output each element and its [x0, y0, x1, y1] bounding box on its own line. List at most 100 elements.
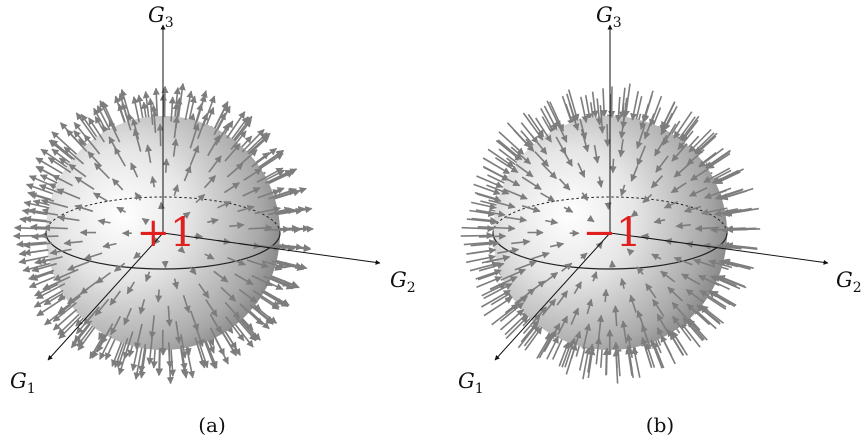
field-arrow	[177, 245, 186, 254]
field-arrow	[220, 286, 237, 302]
field-arrow	[273, 189, 301, 200]
field-arrow	[35, 282, 66, 300]
field-arrow	[204, 252, 215, 260]
field-arrow	[52, 309, 78, 331]
field-arrow	[251, 147, 277, 168]
field-arrow	[172, 115, 180, 139]
field-arrow	[695, 135, 717, 155]
field-arrow	[68, 163, 87, 178]
field-arrow	[520, 320, 540, 343]
field-arrow	[630, 209, 639, 218]
field-arrow	[688, 187, 708, 197]
field-arrow	[723, 242, 758, 250]
field-arrow	[600, 88, 608, 118]
field-arrow	[165, 305, 173, 327]
field-arrow	[694, 132, 718, 155]
field-arrow	[656, 327, 672, 356]
field-arrow	[469, 209, 496, 218]
field-arrow	[686, 319, 705, 341]
panel-b: G3 G2 G1 −1 (b)	[458, 3, 862, 437]
field-arrow	[49, 248, 72, 256]
field-arrow	[710, 275, 741, 290]
field-arrow	[203, 175, 217, 189]
field-arrow	[36, 166, 62, 181]
field-arrow	[207, 217, 219, 225]
field-arrow	[126, 281, 135, 295]
field-arrow	[565, 343, 578, 375]
field-arrow	[705, 150, 731, 169]
field-arrow	[688, 128, 712, 153]
field-arrow	[59, 122, 85, 149]
field-arrow	[538, 331, 555, 359]
field-arrow	[138, 343, 147, 374]
field-arrow	[257, 187, 285, 199]
field-arrow	[131, 96, 141, 123]
field-arrow	[166, 349, 174, 385]
field-arrow	[91, 331, 108, 359]
field-arrow	[177, 82, 186, 118]
field-arrow	[238, 288, 258, 304]
field-arrow	[254, 205, 282, 215]
panel-a-label-g2: G2	[390, 268, 416, 296]
field-arrow	[217, 200, 232, 209]
field-arrow	[75, 313, 95, 335]
field-arrow	[645, 342, 656, 368]
field-arrow	[197, 112, 209, 139]
field-arrow	[470, 240, 500, 248]
field-arrow	[612, 349, 620, 384]
field-arrow	[205, 341, 218, 369]
field-arrow	[150, 104, 158, 133]
field-arrow	[99, 336, 112, 360]
field-arrow	[515, 163, 534, 178]
field-arrow	[155, 289, 163, 303]
field-arrow	[138, 299, 146, 315]
field-arrow	[92, 192, 109, 202]
field-arrow	[619, 184, 627, 197]
field-arrow	[556, 290, 569, 306]
field-arrow	[114, 262, 126, 272]
field-arrow	[699, 289, 727, 308]
field-arrow	[57, 311, 83, 336]
field-arrow	[75, 112, 97, 141]
field-arrow	[715, 171, 741, 185]
panel-a: G3 G2 G1 +1 (a)	[10, 3, 416, 437]
field-arrow	[681, 273, 701, 286]
field-arrow	[473, 183, 501, 196]
field-arrow	[156, 123, 164, 147]
field-arrow	[142, 90, 150, 118]
field-arrow	[205, 299, 218, 318]
field-arrow	[514, 260, 537, 271]
field-arrow	[94, 162, 110, 180]
field-arrow	[500, 268, 526, 281]
field-arrow	[268, 171, 295, 185]
field-arrow	[209, 313, 222, 334]
field-arrow	[505, 215, 528, 223]
field-arrow	[182, 295, 191, 314]
field-arrow	[194, 324, 204, 347]
field-arrow	[80, 113, 98, 138]
panel-a-caption: (a)	[198, 413, 226, 437]
field-arrow	[213, 270, 229, 283]
field-arrow	[656, 313, 669, 334]
field-arrow	[546, 335, 559, 360]
field-arrow	[58, 315, 82, 340]
field-arrow	[97, 218, 111, 226]
field-arrow	[663, 200, 679, 209]
field-arrow	[38, 184, 63, 195]
field-arrow	[123, 307, 132, 326]
field-arrow	[655, 155, 669, 173]
field-arrow	[275, 207, 303, 216]
field-arrow	[570, 307, 579, 326]
field-arrow	[521, 205, 541, 213]
field-arrow	[248, 135, 270, 155]
field-arrow	[690, 168, 709, 181]
field-arrow	[483, 296, 513, 317]
field-arrow	[722, 209, 750, 218]
field-arrow	[671, 330, 688, 356]
field-arrow	[133, 347, 143, 380]
field-arrow	[19, 216, 51, 224]
field-arrow	[237, 204, 255, 213]
field-arrow	[557, 315, 569, 335]
field-arrow	[596, 314, 605, 339]
